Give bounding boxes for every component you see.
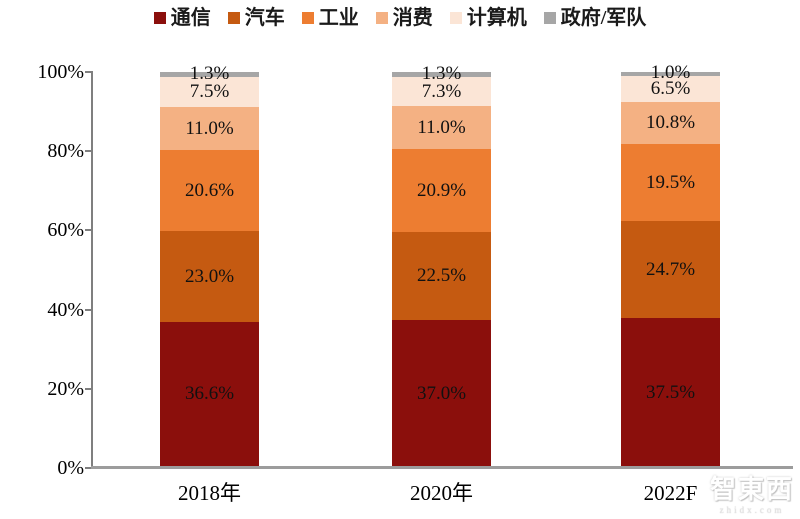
data-label: 1.3% bbox=[189, 62, 230, 84]
legend-swatch-icon bbox=[301, 12, 314, 24]
legend-item-5: 政府/军队 bbox=[543, 7, 647, 29]
data-label: 22.5% bbox=[416, 265, 467, 287]
bar-segment-计算机: 7.3% bbox=[392, 77, 491, 106]
y-tick-label: 0% bbox=[57, 457, 84, 479]
bar-segment-通信: 37.0% bbox=[392, 320, 491, 466]
bar-segment-消费: 11.0% bbox=[160, 106, 259, 150]
plot-area: 36.6% 23.0% 20.6% 11.0% 7.5% 1.3% 37.0% 22.5% 20… bbox=[93, 63, 793, 468]
data-label: 1.0% bbox=[650, 61, 691, 83]
bar-segment-通信: 36.6% bbox=[160, 321, 259, 466]
bar-segment-汽车: 22.5% bbox=[392, 231, 491, 321]
data-label: 20.9% bbox=[416, 179, 467, 201]
watermark: 智東西 zhidx.com bbox=[709, 475, 794, 516]
legend-swatch-icon bbox=[543, 12, 556, 24]
x-axis-line bbox=[91, 466, 793, 469]
y-tick-mark bbox=[85, 71, 92, 73]
bar-segment-政府/军队: 1.3% bbox=[160, 64, 259, 83]
bar-segment-消费: 11.0% bbox=[392, 105, 491, 150]
chart-legend: 通信 汽车 工业 消费 计算机 政府/军队 bbox=[0, 8, 800, 28]
x-tick-label-2020年: 2020年 bbox=[410, 481, 473, 505]
bar-segment-汽车: 23.0% bbox=[160, 231, 259, 322]
bar-segment-计算机: 6.5% bbox=[621, 75, 720, 102]
data-label: 7.3% bbox=[421, 80, 462, 102]
data-label: 36.6% bbox=[184, 383, 235, 405]
legend-item-3: 消费 bbox=[375, 7, 433, 29]
data-label: 24.7% bbox=[645, 259, 696, 281]
y-tick-label: 100% bbox=[37, 61, 84, 83]
watermark-brand-text: 智東西 bbox=[709, 475, 794, 504]
legend-item-1: 汽车 bbox=[227, 7, 285, 29]
data-label: 1.3% bbox=[421, 62, 462, 84]
y-tick-mark bbox=[85, 387, 92, 390]
data-label: 7.5% bbox=[189, 81, 230, 103]
bar-2018年: 36.6% 23.0% 20.6% 11.0% 7.5% 1.3% bbox=[160, 64, 259, 466]
x-tick-label-2018年: 2018年 bbox=[178, 481, 241, 505]
bar-segment-工业: 20.6% bbox=[160, 150, 259, 232]
legend-label: 工业 bbox=[318, 7, 359, 29]
legend-swatch-icon bbox=[449, 12, 462, 24]
data-label: 23.0% bbox=[184, 265, 235, 287]
y-axis-line bbox=[91, 71, 93, 469]
data-label: 20.6% bbox=[184, 180, 235, 202]
bar-segment-通信: 37.5% bbox=[621, 318, 720, 466]
data-label: 11.0% bbox=[417, 117, 466, 139]
data-label: 11.0% bbox=[185, 117, 234, 139]
x-tick-label-2022F: 2022F bbox=[643, 481, 698, 505]
y-tick-mark bbox=[85, 229, 92, 232]
y-tick-label: 60% bbox=[47, 219, 84, 242]
data-label: 37.0% bbox=[416, 382, 467, 404]
y-tick-label: 80% bbox=[47, 140, 84, 163]
y-tick-label: 20% bbox=[47, 377, 84, 400]
legend-label: 汽车 bbox=[244, 7, 285, 29]
legend-swatch-icon bbox=[375, 12, 388, 24]
bar-segment-政府/军队: 1.0% bbox=[621, 63, 720, 82]
bar-segment-工业: 19.5% bbox=[621, 144, 720, 221]
legend-label: 消费 bbox=[392, 7, 433, 29]
bar-2020年: 37.0% 22.5% 20.9% 11.0% 7.3% 1.3% bbox=[392, 64, 491, 466]
bar-segment-汽车: 24.7% bbox=[621, 220, 720, 319]
legend-swatch-icon bbox=[227, 12, 240, 24]
bar-segment-政府/军队: 1.3% bbox=[392, 64, 491, 83]
bar-2022F: 37.5% 24.7% 19.5% 10.8% 6.5% 1.0% bbox=[621, 63, 720, 466]
legend-item-2: 工业 bbox=[301, 7, 359, 29]
bar-segment-消费: 10.8% bbox=[621, 101, 720, 145]
data-label: 10.8% bbox=[645, 112, 696, 134]
y-tick-mark bbox=[85, 308, 92, 311]
bar-segment-计算机: 7.5% bbox=[160, 77, 259, 107]
y-tick-mark bbox=[85, 467, 92, 469]
legend-swatch-icon bbox=[153, 12, 166, 24]
y-tick-mark bbox=[85, 150, 92, 153]
legend-label: 计算机 bbox=[466, 7, 527, 29]
legend-label: 通信 bbox=[170, 7, 211, 29]
legend-item-4: 计算机 bbox=[449, 7, 527, 29]
bar-segment-工业: 20.9% bbox=[392, 149, 491, 232]
data-label: 19.5% bbox=[645, 172, 696, 193]
legend-item-0: 通信 bbox=[153, 7, 211, 29]
legend-label: 政府/军队 bbox=[560, 7, 647, 29]
y-tick-label: 40% bbox=[47, 298, 84, 321]
watermark-domain-text: zhidx.com bbox=[719, 505, 785, 515]
data-label: 6.5% bbox=[650, 78, 691, 100]
data-label: 37.5% bbox=[645, 381, 696, 403]
